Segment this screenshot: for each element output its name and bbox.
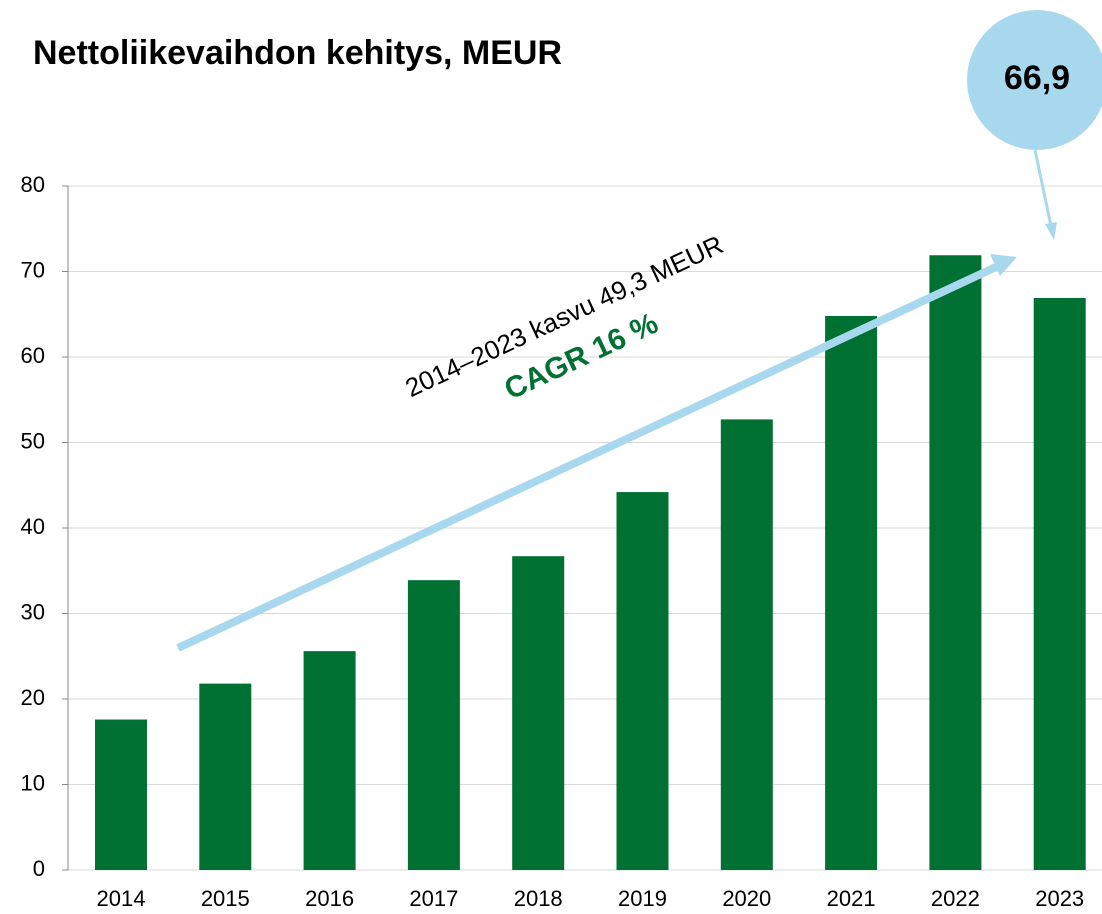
x-tick-label: 2023 — [1035, 886, 1084, 911]
bar — [303, 651, 356, 870]
bar — [1033, 298, 1086, 870]
callout-label: 66,9 — [1004, 59, 1070, 97]
callout-pointer — [1033, 149, 1053, 227]
callout-pointer-head — [1045, 222, 1057, 240]
bar — [199, 683, 252, 870]
x-tick-label: 2014 — [97, 886, 146, 911]
y-tick-label: 20 — [21, 685, 45, 710]
callout-bubble — [967, 10, 1102, 150]
y-tick-label: 60 — [21, 343, 45, 368]
chart-title: Nettoliikevaihdon kehitys, MEUR — [33, 34, 562, 72]
x-tick-label: 2020 — [722, 886, 771, 911]
bars — [95, 255, 1086, 871]
bar — [720, 419, 773, 870]
x-tick-label: 2022 — [931, 886, 980, 911]
y-tick-label: 40 — [21, 514, 45, 539]
bar — [95, 719, 147, 870]
y-tick-label: 10 — [21, 770, 45, 795]
y-tick-label: 80 — [21, 172, 45, 197]
y-tick-label: 0 — [33, 856, 45, 881]
x-tick-label: 2019 — [618, 886, 667, 911]
x-tick-label: 2016 — [305, 886, 354, 911]
x-tick-label: 2018 — [514, 886, 563, 911]
trend-arrow — [176, 262, 1000, 652]
x-tick-label: 2021 — [827, 886, 876, 911]
arrow-head — [990, 254, 1017, 276]
y-tick-label: 70 — [21, 257, 45, 282]
y-tick-label: 50 — [21, 428, 45, 453]
x-tick-label: 2017 — [409, 886, 458, 911]
bar — [825, 315, 878, 871]
x-tick-label: 2015 — [201, 886, 250, 911]
bar — [616, 492, 669, 870]
bar — [929, 255, 982, 870]
bar — [407, 580, 460, 870]
bar — [512, 556, 565, 870]
y-tick-label: 30 — [21, 599, 45, 624]
